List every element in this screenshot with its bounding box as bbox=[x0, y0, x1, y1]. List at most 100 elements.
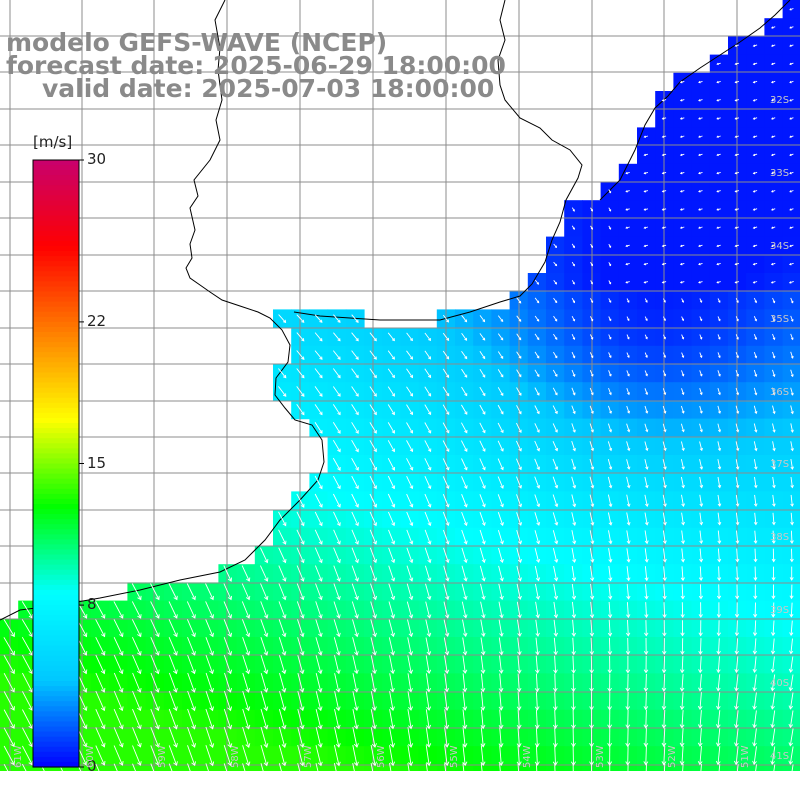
wind-arrow bbox=[662, 370, 667, 377]
wind-arrow bbox=[589, 530, 595, 545]
wind-arrow bbox=[772, 315, 776, 322]
colorbar-segment bbox=[33, 483, 79, 490]
wind-arrow bbox=[186, 601, 196, 619]
wind-arrow bbox=[406, 332, 413, 342]
wind-arrow bbox=[296, 601, 305, 619]
wind-arrow bbox=[625, 171, 630, 175]
wind-arrow bbox=[424, 350, 431, 360]
wind-arrow bbox=[789, 135, 794, 138]
wind-arrow bbox=[644, 566, 649, 582]
colorbar-segment bbox=[33, 205, 79, 212]
wind-arrow bbox=[608, 566, 613, 582]
wind-arrow bbox=[643, 244, 649, 248]
wind-arrow bbox=[351, 493, 359, 508]
colorbar-segment bbox=[33, 468, 79, 475]
colorbar-segment bbox=[33, 463, 79, 470]
wind-arrow bbox=[699, 530, 704, 545]
wind-arrow bbox=[716, 171, 721, 175]
wind-arrow bbox=[314, 493, 323, 508]
colorbar-segment bbox=[33, 433, 79, 439]
wind-arrow bbox=[770, 692, 776, 710]
wind-arrow bbox=[735, 316, 739, 322]
wind-arrow bbox=[131, 637, 142, 656]
wind-arrow bbox=[479, 386, 486, 397]
wind-arrow bbox=[753, 548, 758, 563]
wind-arrow bbox=[406, 386, 413, 397]
wind-arrow bbox=[424, 547, 432, 564]
wind-arrow bbox=[352, 709, 359, 730]
wind-arrow bbox=[679, 99, 685, 102]
wind-arrow bbox=[515, 422, 522, 434]
wind-arrow bbox=[332, 439, 341, 453]
wind-cell bbox=[218, 764, 238, 771]
wind-arrow bbox=[498, 601, 504, 619]
wind-arrow bbox=[333, 565, 341, 582]
wind-arrow bbox=[333, 475, 341, 490]
wind-arrow bbox=[516, 333, 522, 341]
wind-arrow bbox=[516, 297, 522, 304]
wind-arrow bbox=[716, 584, 722, 600]
wind-arrow bbox=[278, 708, 287, 730]
wind-arrow bbox=[95, 690, 106, 712]
colorbar-segment bbox=[33, 301, 79, 308]
wind-arrow bbox=[752, 262, 758, 266]
wind-arrow bbox=[608, 548, 613, 563]
colorbar-segment bbox=[33, 579, 79, 586]
wind-arrow bbox=[407, 691, 414, 711]
coastline bbox=[599, 0, 791, 201]
wind-arrow bbox=[753, 316, 758, 322]
wind-arrow bbox=[663, 763, 666, 771]
wind-arrow bbox=[480, 709, 486, 730]
colorbar bbox=[32, 159, 84, 768]
wind-arrow bbox=[735, 512, 740, 526]
wind-arrow bbox=[753, 405, 758, 415]
wind-arrow bbox=[589, 494, 595, 508]
wind-arrow bbox=[314, 511, 323, 527]
wind-arrow bbox=[590, 566, 595, 582]
wind-arrow bbox=[788, 262, 794, 266]
wind-arrow bbox=[187, 708, 196, 730]
wind-arrow bbox=[773, 764, 776, 771]
wind-arrow bbox=[625, 673, 631, 692]
wind-arrow bbox=[626, 459, 631, 470]
wind-arrow bbox=[499, 763, 501, 771]
wind-arrow bbox=[444, 673, 450, 693]
colorbar-segment bbox=[33, 696, 79, 702]
wind-arrow bbox=[21, 636, 33, 656]
wind-arrow bbox=[205, 708, 215, 730]
wind-arrow bbox=[479, 422, 486, 434]
wind-arrow bbox=[679, 171, 685, 175]
wind-arrow bbox=[22, 672, 33, 693]
wind-arrow bbox=[589, 370, 594, 377]
wind-arrow bbox=[553, 637, 558, 656]
wind-arrow bbox=[661, 99, 667, 102]
wind-arrow bbox=[608, 262, 612, 267]
wind-arrow bbox=[113, 763, 118, 771]
wind-arrow bbox=[534, 565, 541, 582]
wind-arrow bbox=[789, 602, 794, 618]
wind-arrow bbox=[752, 135, 758, 138]
wind-arrow bbox=[444, 691, 450, 711]
wind-arrow bbox=[479, 440, 486, 452]
colorbar-segment bbox=[33, 165, 79, 171]
wind-arrow bbox=[699, 423, 703, 433]
wind-arrow bbox=[516, 655, 522, 674]
wind-arrow bbox=[150, 763, 155, 771]
colorbar-segment bbox=[33, 245, 79, 252]
wind-arrow bbox=[734, 226, 740, 229]
wind-arrow bbox=[681, 530, 686, 545]
wind-arrow bbox=[679, 135, 685, 138]
wind-arrow bbox=[297, 655, 305, 675]
wind-arrow bbox=[515, 476, 522, 489]
wind-arrow bbox=[644, 388, 649, 396]
colorbar-segment bbox=[33, 200, 79, 207]
wind-arrow bbox=[224, 672, 233, 693]
wind-cell bbox=[36, 764, 56, 771]
wind-arrow bbox=[480, 619, 486, 638]
wind-arrow bbox=[462, 655, 468, 674]
wind-arrow bbox=[425, 709, 432, 730]
wind-arrow bbox=[644, 512, 649, 526]
wind-arrow bbox=[278, 547, 287, 564]
wind-arrow bbox=[444, 655, 450, 675]
colorbar-segment bbox=[33, 286, 79, 293]
